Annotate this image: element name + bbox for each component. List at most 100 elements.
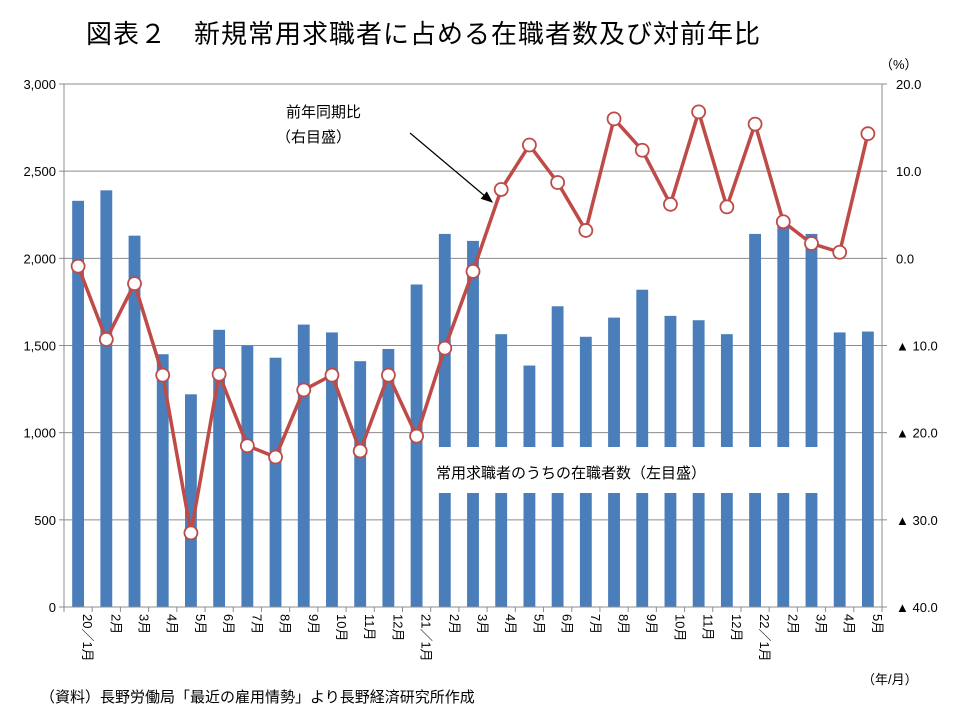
line-point [663,196,678,212]
line-point [719,199,735,215]
bar [241,345,254,607]
bar [438,233,451,607]
line-point [578,223,594,238]
x-tick-label: 3月 [813,614,828,634]
bar [382,348,395,607]
left-tick-label: 1,000 [23,426,56,441]
x-tick-label: 3月 [137,614,152,634]
x-tick-label: 12月 [390,614,405,641]
bar [861,331,874,607]
line-point [127,276,142,292]
x-tick-label: 9月 [306,614,321,634]
line-point [465,264,481,279]
x-tick-label: 2月 [108,614,123,634]
right-tick-label: 0.0 [896,251,914,266]
line-point [747,116,763,132]
right-tick-label: ▲ 20.0 [896,426,938,441]
x-tick-label: 12月 [729,614,744,641]
bar-series-label-bg [424,447,832,493]
line-point [98,331,114,347]
x-tick-label: 9月 [644,614,659,634]
bar [326,332,338,607]
bar [354,361,367,607]
bar [213,329,226,607]
x-tick-label: 2月 [785,614,800,634]
line-point [296,382,312,398]
line-annotation-title: 前年同期比 [286,103,361,121]
line-point [324,367,340,383]
x-axis-unit: （年/月） [862,672,918,687]
bar [467,240,479,607]
bar [269,357,282,607]
left-tick-label: 3,000 [23,77,56,92]
left-tick-label: 500 [34,513,56,528]
right-tick-label: ▲ 30.0 [896,513,938,528]
x-tick-label: 20／1月 [80,614,95,662]
line-point [493,182,509,197]
line-point [211,366,227,382]
x-tick-label: 22／1月 [757,614,772,662]
line-point [239,438,255,454]
x-tick-label: 11月 [362,614,377,641]
left-tick-label: 1,500 [23,339,56,354]
bar [297,324,310,607]
line-point [550,175,566,190]
line-point [155,367,171,383]
bar [185,394,197,607]
x-tick-label: 3月 [475,614,490,634]
x-tick-label: 6月 [560,614,575,634]
chart-title: 図表２ 新規常用求職者に占める在職者数及び対前年比 [86,20,762,50]
x-tick-label: 5月 [193,614,208,634]
right-axis-unit: （%） [880,57,918,72]
line-point [691,104,707,120]
x-tick-label: 4月 [503,614,518,634]
x-tick-label: 8月 [278,614,293,634]
line-point [522,137,537,153]
right-tick-label: ▲ 40.0 [896,600,938,615]
line-series [70,104,876,541]
source-note: （資料）長野労働局「最近の雇用情勢」より長野経済研究所作成 [40,688,475,706]
bar [805,233,818,607]
x-tick-label: 4月 [165,614,180,634]
line-annotation-axis: （右目盛） [276,128,351,146]
right-tick-label: 10.0 [896,164,921,179]
bar [749,233,761,607]
bar [410,284,423,607]
bar [100,190,113,608]
line-point [352,443,368,459]
line-point [634,142,650,158]
x-tick-label: 5月 [531,614,546,634]
x-tick-label: 10月 [672,614,687,641]
line-point [775,214,791,230]
line-point [183,525,199,541]
x-tick-label: 7月 [249,614,264,634]
line-point [860,126,876,142]
bar-series [72,190,874,608]
line-point [380,367,396,383]
line-point [70,258,86,274]
annotation-arrow [409,132,493,203]
line-point [268,449,283,465]
x-tick-label: 5月 [870,614,885,634]
bar-series-label: 常用求職者のうちの在職者数（左目盛） [436,464,706,482]
bar [156,354,169,607]
left-tick-label: 0 [49,600,56,615]
x-tick-label: 11月 [701,614,716,641]
x-tick-label: 10月 [334,614,349,641]
bar [72,200,85,607]
x-tick-label: 4月 [842,614,857,634]
right-tick-label: 20.0 [896,77,921,92]
x-tick-label: 2月 [447,614,462,634]
line-point [409,428,424,444]
line-point [832,244,848,260]
bar [128,235,141,608]
x-tick-label: 21／1月 [419,614,434,662]
bar [833,332,846,607]
x-tick-label: 7月 [588,614,603,634]
x-tick-label: 6月 [221,614,236,634]
bar [777,223,790,607]
axes: 0 500 1,000 1,500 2,000 2,500 3,000 20.0 10.0 0.0… [23,77,937,662]
left-tick-label: 2,000 [23,251,56,266]
x-tick-label: 8月 [616,614,631,634]
line-point [437,340,453,356]
